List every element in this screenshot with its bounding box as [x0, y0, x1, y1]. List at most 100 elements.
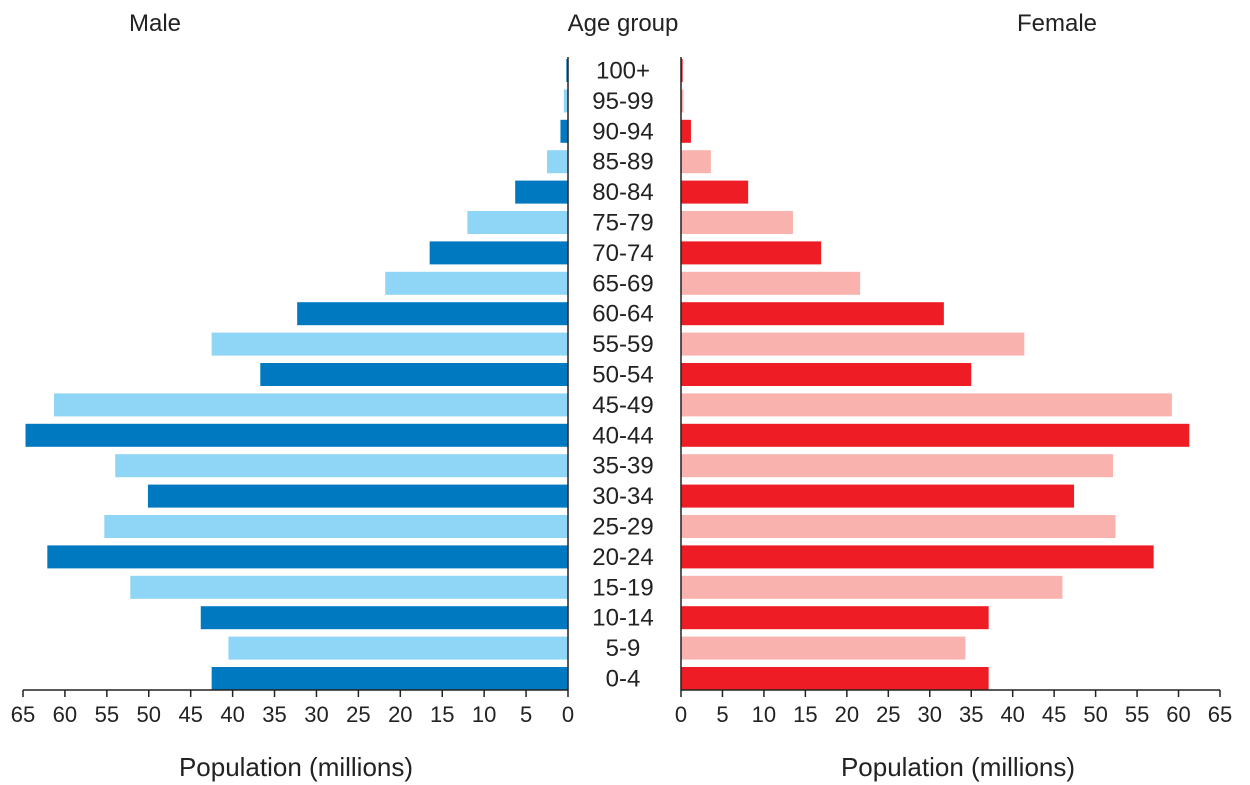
female-bar-10-14 [681, 606, 989, 630]
male-bar-55-59 [211, 332, 568, 356]
female-tick-label-65: 65 [1208, 702, 1232, 727]
male-bar-80-84 [515, 180, 568, 204]
male-bar-95-99 [563, 89, 568, 113]
male-x-axis: 0 5 10 15 20 25 30 35 40 45 50 55 60 65 [11, 57, 574, 727]
female-tick-label-40: 40 [1000, 702, 1024, 727]
female-bar-60-64 [681, 302, 944, 326]
female-bar-100+ [681, 59, 683, 82]
female-bar-35-39 [681, 454, 1114, 478]
male-tick-label-5: 5 [520, 702, 532, 727]
male-tick-label-15: 15 [430, 702, 454, 727]
age-label-50-54: 50-54 [592, 362, 653, 389]
female-bar-85-89 [681, 150, 711, 174]
male-x-axis-title: Population (millions) [179, 752, 413, 782]
male-bar-35-39 [115, 454, 568, 478]
age-label-55-59: 55-59 [592, 331, 653, 358]
male-side-title: Male [129, 10, 181, 37]
female-bar-75-79 [681, 211, 793, 234]
female-bar-25-29 [681, 515, 1116, 538]
age-labels: 0-4 5-9 10-14 15-19 20-24 25-29 30-34 35-39 40-4… [592, 58, 653, 693]
female-bar-65-69 [681, 271, 861, 295]
female-bar-95-99 [681, 89, 684, 113]
male-tick-label-65: 65 [11, 702, 35, 727]
male-bar-60-64 [297, 302, 568, 326]
female-tick-label-15: 15 [793, 702, 817, 727]
male-tick-label-35: 35 [262, 702, 286, 727]
female-bar-50-54 [681, 363, 972, 386]
age-label-25-29: 25-29 [592, 514, 653, 541]
male-bar-100+ [566, 59, 568, 82]
male-tick-label-25: 25 [346, 702, 370, 727]
male-tick-label-0: 0 [562, 702, 574, 727]
age-label-100+: 100+ [596, 58, 650, 85]
female-tick-label-55: 55 [1125, 702, 1149, 727]
age-label-10-14: 10-14 [592, 605, 653, 632]
female-tick-label-10: 10 [752, 702, 776, 727]
male-tick-label-50: 50 [137, 702, 161, 727]
female-tick-label-5: 5 [716, 702, 728, 727]
age-label-40-44: 40-44 [592, 422, 653, 449]
female-bar-80-84 [681, 180, 749, 204]
male-bar-15-19 [130, 575, 569, 599]
female-bar-40-44 [681, 423, 1190, 447]
age-label-45-49: 45-49 [592, 392, 653, 419]
age-label-0-4: 0-4 [606, 666, 641, 693]
female-bar-70-74 [681, 241, 822, 265]
age-label-75-79: 75-79 [592, 210, 653, 237]
female-side-title: Female [1017, 10, 1097, 37]
female-bar-0-4 [681, 667, 989, 690]
age-label-65-69: 65-69 [592, 270, 653, 297]
age-label-30-34: 30-34 [592, 483, 653, 510]
female-tick-label-35: 35 [959, 702, 983, 727]
age-label-60-64: 60-64 [592, 301, 653, 328]
male-bar-5-9 [228, 636, 568, 660]
male-tick-label-30: 30 [304, 702, 328, 727]
male-bar-0-4 [211, 667, 568, 690]
age-label-5-9: 5-9 [606, 635, 641, 662]
age-label-15-19: 15-19 [592, 574, 653, 601]
age-label-70-74: 70-74 [592, 240, 653, 267]
female-bar-30-34 [681, 484, 1075, 508]
male-bar-20-24 [47, 545, 569, 569]
female-bar-90-94 [681, 119, 691, 143]
female-tick-label-45: 45 [1042, 702, 1066, 727]
female-bar-5-9 [681, 636, 966, 660]
male-bar-25-29 [104, 515, 568, 538]
male-bar-45-49 [54, 393, 569, 417]
male-bar-70-74 [429, 241, 568, 265]
female-tick-label-50: 50 [1083, 702, 1107, 727]
male-tick-label-60: 60 [53, 702, 77, 727]
age-label-20-24: 20-24 [592, 544, 653, 571]
male-bar-65-69 [385, 271, 568, 295]
female-x-axis: 0 5 10 15 20 25 30 35 40 45 50 55 60 65 [675, 57, 1232, 727]
female-tick-label-60: 60 [1166, 702, 1190, 727]
age-label-95-99: 95-99 [592, 88, 653, 115]
age-label-85-89: 85-89 [592, 149, 653, 176]
male-bar-40-44 [25, 423, 569, 447]
female-bar-45-49 [681, 393, 1172, 417]
female-bars [681, 59, 1190, 690]
female-bar-15-19 [681, 575, 1063, 599]
male-tick-label-55: 55 [95, 702, 119, 727]
male-bar-85-89 [547, 150, 568, 174]
female-tick-label-20: 20 [835, 702, 859, 727]
age-label-35-39: 35-39 [592, 453, 653, 480]
male-bar-30-34 [147, 484, 568, 508]
female-tick-label-30: 30 [918, 702, 942, 727]
female-tick-label-25: 25 [876, 702, 900, 727]
male-bars [25, 59, 569, 690]
female-bar-20-24 [681, 545, 1154, 569]
male-bar-75-79 [467, 211, 568, 234]
female-x-axis-title: Population (millions) [841, 752, 1075, 782]
female-bar-55-59 [681, 332, 1025, 356]
male-tick-label-45: 45 [178, 702, 202, 727]
age-label-90-94: 90-94 [592, 118, 653, 145]
male-tick-label-10: 10 [472, 702, 496, 727]
male-bar-50-54 [260, 363, 568, 386]
female-tick-label-0: 0 [675, 702, 687, 727]
male-tick-label-20: 20 [388, 702, 412, 727]
male-bar-10-14 [200, 606, 568, 630]
male-bar-90-94 [560, 119, 568, 143]
age-group-title: Age group [568, 10, 679, 37]
